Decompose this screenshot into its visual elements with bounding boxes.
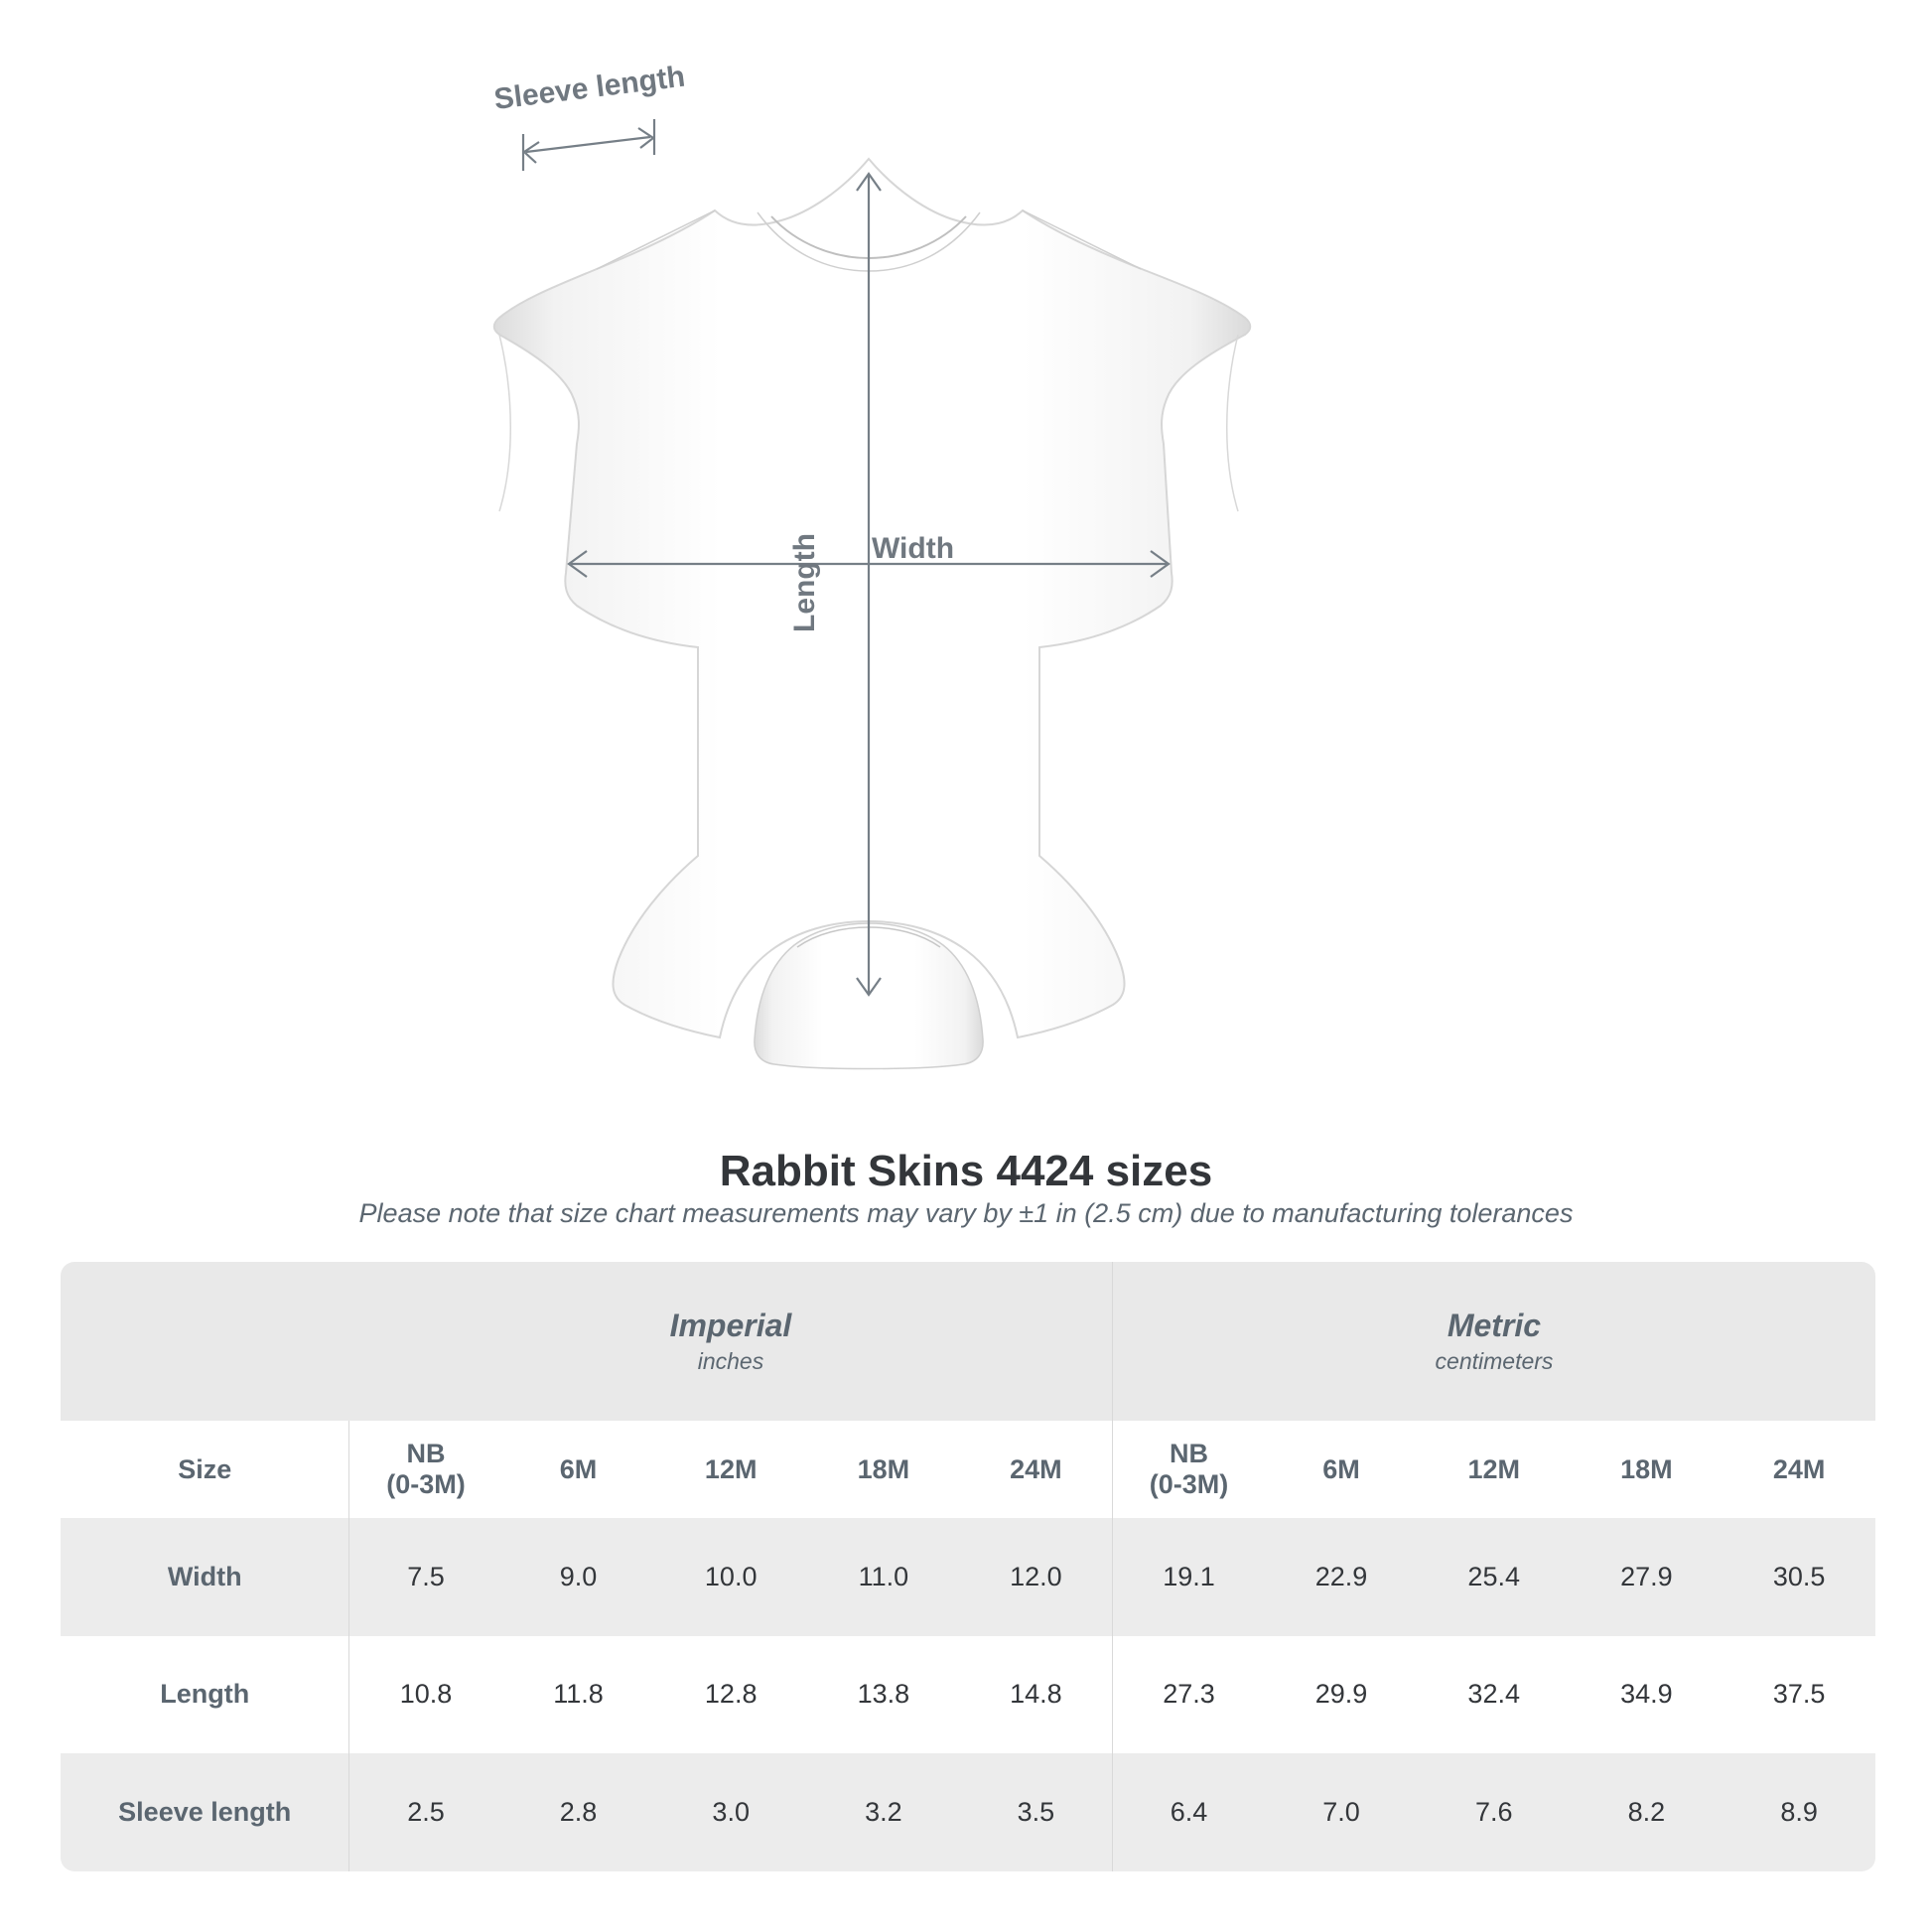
svg-text:Width: Width	[872, 532, 954, 565]
svg-text:Length: Length	[788, 533, 821, 632]
svg-text:Sleeve length: Sleeve length	[492, 61, 687, 116]
